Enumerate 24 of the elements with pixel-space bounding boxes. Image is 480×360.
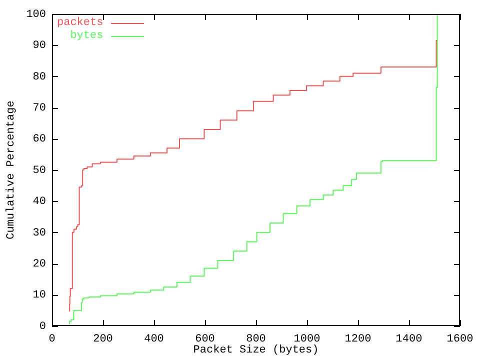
x-tick-label: 0 [48,334,56,346]
x-tick-label: 1000 [294,334,320,346]
x-tick-label: 200 [93,334,113,346]
x-axis-title: Packet Size (bytes) [193,344,319,356]
x-tick-label: 400 [144,334,164,346]
x-tick-label: 800 [246,334,266,346]
y-tick-label: 70 [32,102,46,115]
y-tick-label: 60 [32,134,46,146]
y-tick-label: 40 [32,196,46,208]
x-tick-label: 1600 [446,334,474,346]
y-tick-label: 10 [32,290,46,302]
y-tick-label: 90 [32,40,46,52]
y-tick-label: 20 [32,258,46,271]
y-tick-label: 80 [32,71,46,84]
text: packets [57,17,104,30]
y-tick-label: 0 [39,320,46,333]
x-tick-label: 600 [195,334,215,346]
y-tick-label: 30 [32,227,46,240]
legend-label: bytes [70,30,104,43]
x-tick-label: 1400 [396,334,422,346]
y-axis-title: Cumulative Percentage [6,100,18,240]
y-tick-label: 50 [32,164,46,177]
y-tick-label: 100 [26,8,46,21]
x-tick-label: 1200 [344,334,372,346]
